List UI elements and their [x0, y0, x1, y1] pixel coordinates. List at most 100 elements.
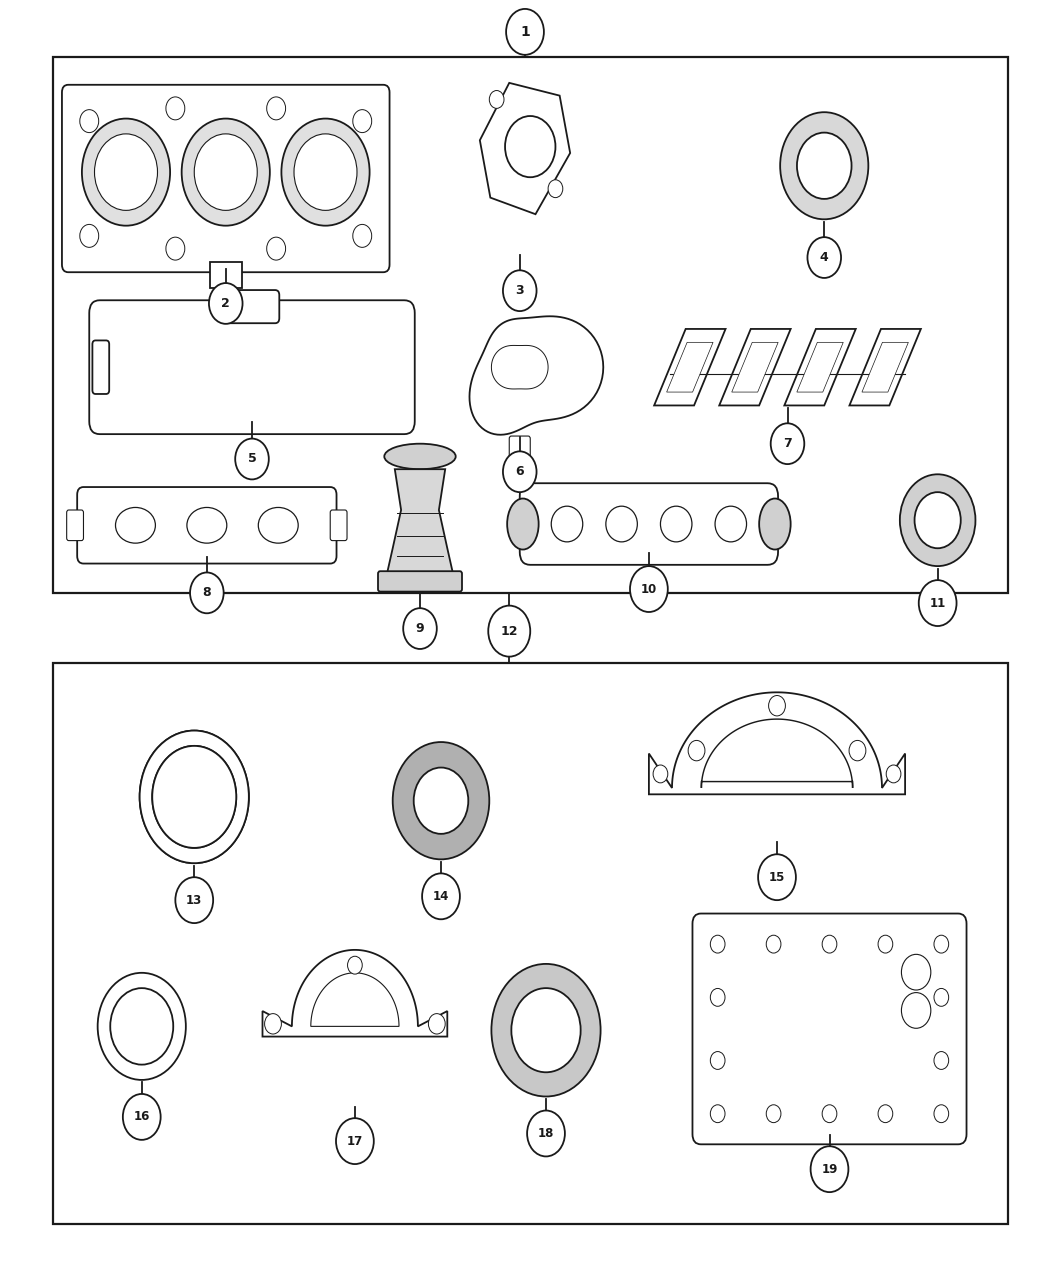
Polygon shape	[667, 342, 713, 393]
Circle shape	[901, 954, 930, 989]
Bar	[52, 57, 1008, 593]
Circle shape	[267, 97, 286, 120]
Circle shape	[209, 283, 243, 324]
Circle shape	[294, 134, 357, 210]
FancyBboxPatch shape	[67, 510, 84, 541]
Text: 11: 11	[929, 597, 946, 609]
Circle shape	[488, 606, 530, 657]
Circle shape	[235, 439, 269, 479]
Circle shape	[548, 180, 563, 198]
Ellipse shape	[384, 444, 456, 469]
Circle shape	[94, 134, 158, 210]
Circle shape	[710, 988, 726, 1006]
Polygon shape	[311, 973, 399, 1026]
Circle shape	[886, 765, 901, 783]
Circle shape	[688, 741, 705, 761]
Circle shape	[503, 270, 537, 311]
FancyBboxPatch shape	[378, 571, 462, 592]
Circle shape	[267, 237, 286, 260]
Circle shape	[403, 608, 437, 649]
Circle shape	[140, 731, 249, 863]
Circle shape	[822, 1104, 837, 1123]
Circle shape	[265, 1014, 281, 1034]
Text: 8: 8	[203, 586, 211, 599]
Circle shape	[934, 936, 949, 954]
Circle shape	[766, 1104, 781, 1123]
FancyBboxPatch shape	[62, 84, 390, 273]
Text: 1: 1	[520, 26, 530, 38]
FancyBboxPatch shape	[225, 291, 279, 324]
Text: 3: 3	[516, 284, 524, 297]
Circle shape	[797, 133, 852, 199]
Circle shape	[353, 224, 372, 247]
Polygon shape	[491, 346, 548, 389]
Text: 15: 15	[769, 871, 785, 884]
FancyBboxPatch shape	[89, 301, 415, 434]
Text: 17: 17	[346, 1135, 363, 1148]
Circle shape	[182, 119, 270, 226]
Circle shape	[190, 572, 224, 613]
Circle shape	[82, 119, 170, 226]
Circle shape	[140, 731, 249, 863]
Circle shape	[336, 1118, 374, 1164]
Circle shape	[511, 988, 581, 1072]
Text: 7: 7	[783, 437, 792, 450]
Circle shape	[766, 936, 781, 954]
Circle shape	[919, 580, 957, 626]
Circle shape	[489, 91, 504, 108]
Text: 5: 5	[248, 453, 256, 465]
Circle shape	[110, 988, 173, 1065]
Text: 9: 9	[416, 622, 424, 635]
Circle shape	[710, 1104, 726, 1123]
Circle shape	[152, 746, 236, 848]
Circle shape	[506, 9, 544, 55]
Circle shape	[505, 116, 555, 177]
Polygon shape	[732, 342, 778, 393]
FancyBboxPatch shape	[330, 510, 346, 541]
Ellipse shape	[660, 506, 692, 542]
Circle shape	[758, 854, 796, 900]
Circle shape	[710, 1052, 726, 1070]
Polygon shape	[862, 342, 908, 393]
Circle shape	[393, 742, 489, 859]
Circle shape	[194, 134, 257, 210]
Circle shape	[503, 451, 537, 492]
Circle shape	[769, 696, 785, 717]
Circle shape	[428, 1014, 445, 1034]
Polygon shape	[797, 342, 843, 393]
Bar	[52, 663, 1008, 1224]
Circle shape	[934, 1104, 949, 1123]
FancyBboxPatch shape	[210, 263, 242, 288]
Text: 4: 4	[820, 251, 828, 264]
Text: 2: 2	[222, 297, 230, 310]
Circle shape	[849, 741, 866, 761]
Circle shape	[771, 423, 804, 464]
FancyBboxPatch shape	[509, 436, 530, 459]
FancyBboxPatch shape	[520, 483, 778, 565]
Text: 10: 10	[640, 583, 657, 595]
Text: 19: 19	[821, 1163, 838, 1176]
Ellipse shape	[715, 506, 747, 542]
Circle shape	[653, 765, 668, 783]
Circle shape	[822, 936, 837, 954]
Circle shape	[900, 474, 975, 566]
Ellipse shape	[551, 506, 583, 542]
Circle shape	[878, 1104, 892, 1123]
FancyBboxPatch shape	[92, 340, 109, 394]
Circle shape	[281, 119, 370, 226]
Ellipse shape	[759, 499, 791, 550]
Polygon shape	[701, 719, 853, 788]
Circle shape	[934, 1052, 949, 1070]
Circle shape	[166, 97, 185, 120]
Circle shape	[152, 746, 236, 848]
Ellipse shape	[507, 499, 539, 550]
Circle shape	[80, 110, 99, 133]
Circle shape	[527, 1111, 565, 1156]
Text: 14: 14	[433, 890, 449, 903]
Circle shape	[878, 936, 892, 954]
Circle shape	[491, 964, 601, 1096]
Text: 6: 6	[516, 465, 524, 478]
Ellipse shape	[116, 507, 155, 543]
Circle shape	[175, 877, 213, 923]
Circle shape	[807, 237, 841, 278]
